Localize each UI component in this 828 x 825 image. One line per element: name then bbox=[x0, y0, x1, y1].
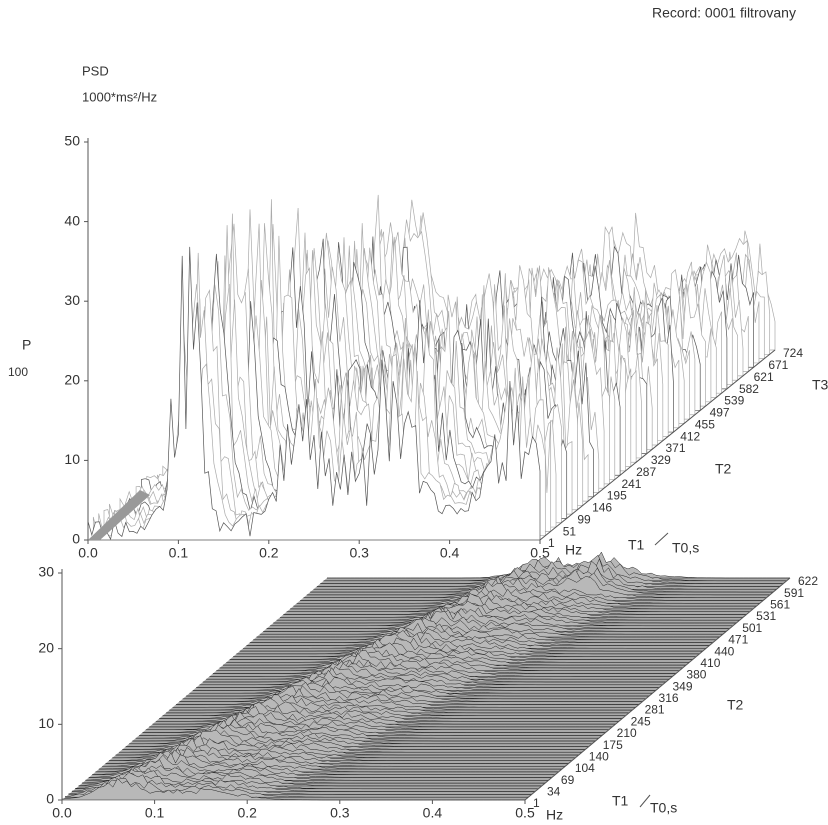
depth-tick-label: 69 bbox=[561, 773, 575, 787]
x-tick-label: 0.4 bbox=[440, 545, 460, 561]
surface-line bbox=[61, 777, 525, 801]
depth-tick-label: 175 bbox=[603, 738, 623, 752]
bottom-surface bbox=[61, 551, 790, 801]
record-label: Record: 0001 filtrovany bbox=[652, 5, 796, 21]
t1-label: T1 bbox=[612, 793, 629, 809]
y-tick-label: 20 bbox=[38, 639, 54, 655]
t1-label: T1 bbox=[628, 537, 645, 553]
depth-tick-label: 349 bbox=[672, 679, 692, 693]
depth-tick-label: 281 bbox=[645, 703, 665, 717]
x-unit: Hz bbox=[546, 807, 563, 823]
depth-tick-label: 440 bbox=[714, 644, 734, 658]
x-tick-label: 0.0 bbox=[52, 805, 72, 821]
depth-tick-label: 561 bbox=[770, 598, 790, 612]
surface-line bbox=[309, 567, 774, 593]
depth-tick-label: 146 bbox=[592, 501, 612, 515]
surface-line bbox=[91, 752, 556, 775]
y-tick-label: 0 bbox=[72, 531, 80, 547]
depth-tick-label: 1 bbox=[533, 796, 540, 810]
depth-tick-label: 539 bbox=[724, 394, 744, 408]
t0-label: T0,s bbox=[672, 540, 699, 556]
depth-tick-label: 1 bbox=[548, 536, 555, 550]
depth-tick-label: 501 bbox=[742, 621, 762, 635]
depth-tick-label: 671 bbox=[768, 358, 788, 372]
depth-tick-label: 210 bbox=[617, 726, 637, 740]
depth-tick-label: 724 bbox=[783, 346, 803, 360]
y-tick-label: 30 bbox=[38, 564, 54, 580]
surface-line bbox=[259, 611, 723, 635]
surface-line bbox=[300, 577, 764, 601]
depth-axis bbox=[539, 349, 776, 541]
arrow bbox=[654, 532, 669, 546]
depth-tick-label: 329 bbox=[651, 453, 671, 467]
t0-label: T0,s bbox=[650, 800, 677, 816]
surface-line bbox=[293, 581, 757, 607]
depth-tick-label: 287 bbox=[636, 465, 656, 479]
depth-tick-label: 371 bbox=[666, 441, 686, 455]
y-tick-label: 50 bbox=[64, 133, 80, 149]
surface-line bbox=[272, 600, 737, 624]
arrow bbox=[639, 794, 651, 808]
surface-line bbox=[283, 594, 747, 615]
surface-line bbox=[81, 765, 546, 784]
t2-label: T2 bbox=[727, 697, 744, 713]
x-tick-label: 0.5 bbox=[530, 545, 550, 561]
labels: Record: 0001 filtrovany P 100 PSD 1000*m… bbox=[8, 5, 828, 823]
y-tick-label: 10 bbox=[38, 715, 54, 731]
depth-tick-label: 140 bbox=[589, 749, 609, 763]
depth-tick-label: 582 bbox=[739, 382, 759, 396]
y-unit: 1000*ms²/Hz bbox=[82, 89, 157, 104]
x-tick-label: 0.4 bbox=[423, 805, 443, 821]
depth-tick-label: 621 bbox=[754, 370, 774, 384]
y-tick-label: 10 bbox=[64, 451, 80, 467]
x-tick-label: 0.2 bbox=[237, 805, 257, 821]
y-tick-label: 0 bbox=[46, 791, 54, 807]
t3-label: T3 bbox=[812, 377, 828, 393]
depth-tick-label: 455 bbox=[695, 417, 715, 431]
depth-tick-label: 471 bbox=[728, 633, 748, 647]
x-tick-label: 0.1 bbox=[169, 545, 189, 561]
depth-tick-label: 380 bbox=[686, 668, 706, 682]
depth-tick-label: 316 bbox=[659, 691, 679, 705]
y-label: PSD bbox=[82, 63, 109, 78]
depth-tick-label: 34 bbox=[547, 784, 561, 798]
depth-tick-label: 591 bbox=[784, 586, 804, 600]
surface-line bbox=[306, 569, 771, 596]
x-unit: Hz bbox=[565, 542, 582, 558]
surface-line bbox=[242, 626, 707, 649]
depth-tick-label: 412 bbox=[680, 429, 700, 443]
surface-line bbox=[239, 629, 704, 652]
x-tick-label: 0.2 bbox=[259, 545, 279, 561]
depth-tick-label: 622 bbox=[798, 574, 818, 588]
x-tick-label: 0.3 bbox=[330, 805, 350, 821]
surface-line bbox=[276, 603, 741, 621]
depth-tick-label: 195 bbox=[607, 489, 627, 503]
t2-label: T2 bbox=[715, 461, 732, 477]
depth-axis bbox=[524, 577, 791, 801]
surface-line bbox=[87, 246, 541, 541]
depth-tick-label: 410 bbox=[700, 656, 720, 670]
y-tick-label: 30 bbox=[64, 292, 80, 308]
depth-tick-label: 245 bbox=[631, 714, 651, 728]
x-tick-label: 0.3 bbox=[349, 545, 369, 561]
x-tick-label: 0.0 bbox=[78, 545, 98, 561]
depth-tick-label: 51 bbox=[563, 524, 577, 538]
depth-tick-label: 497 bbox=[710, 406, 730, 420]
floor bbox=[88, 490, 150, 540]
surface-line bbox=[88, 754, 552, 778]
surface-line bbox=[108, 737, 573, 761]
x-tick-label: 0.1 bbox=[145, 805, 165, 821]
y-tick-label: 40 bbox=[64, 212, 80, 228]
depth-tick-label: 99 bbox=[577, 512, 591, 526]
stray-label: P bbox=[22, 337, 31, 353]
stray-label: 100 bbox=[8, 365, 28, 379]
y-tick-label: 20 bbox=[64, 372, 80, 388]
top-surface bbox=[87, 194, 776, 541]
depth-tick-label: 104 bbox=[575, 761, 595, 775]
x-tick-label: 0.5 bbox=[515, 805, 535, 821]
depth-tick-label: 241 bbox=[621, 477, 641, 491]
depth-tick-label: 531 bbox=[756, 609, 776, 623]
